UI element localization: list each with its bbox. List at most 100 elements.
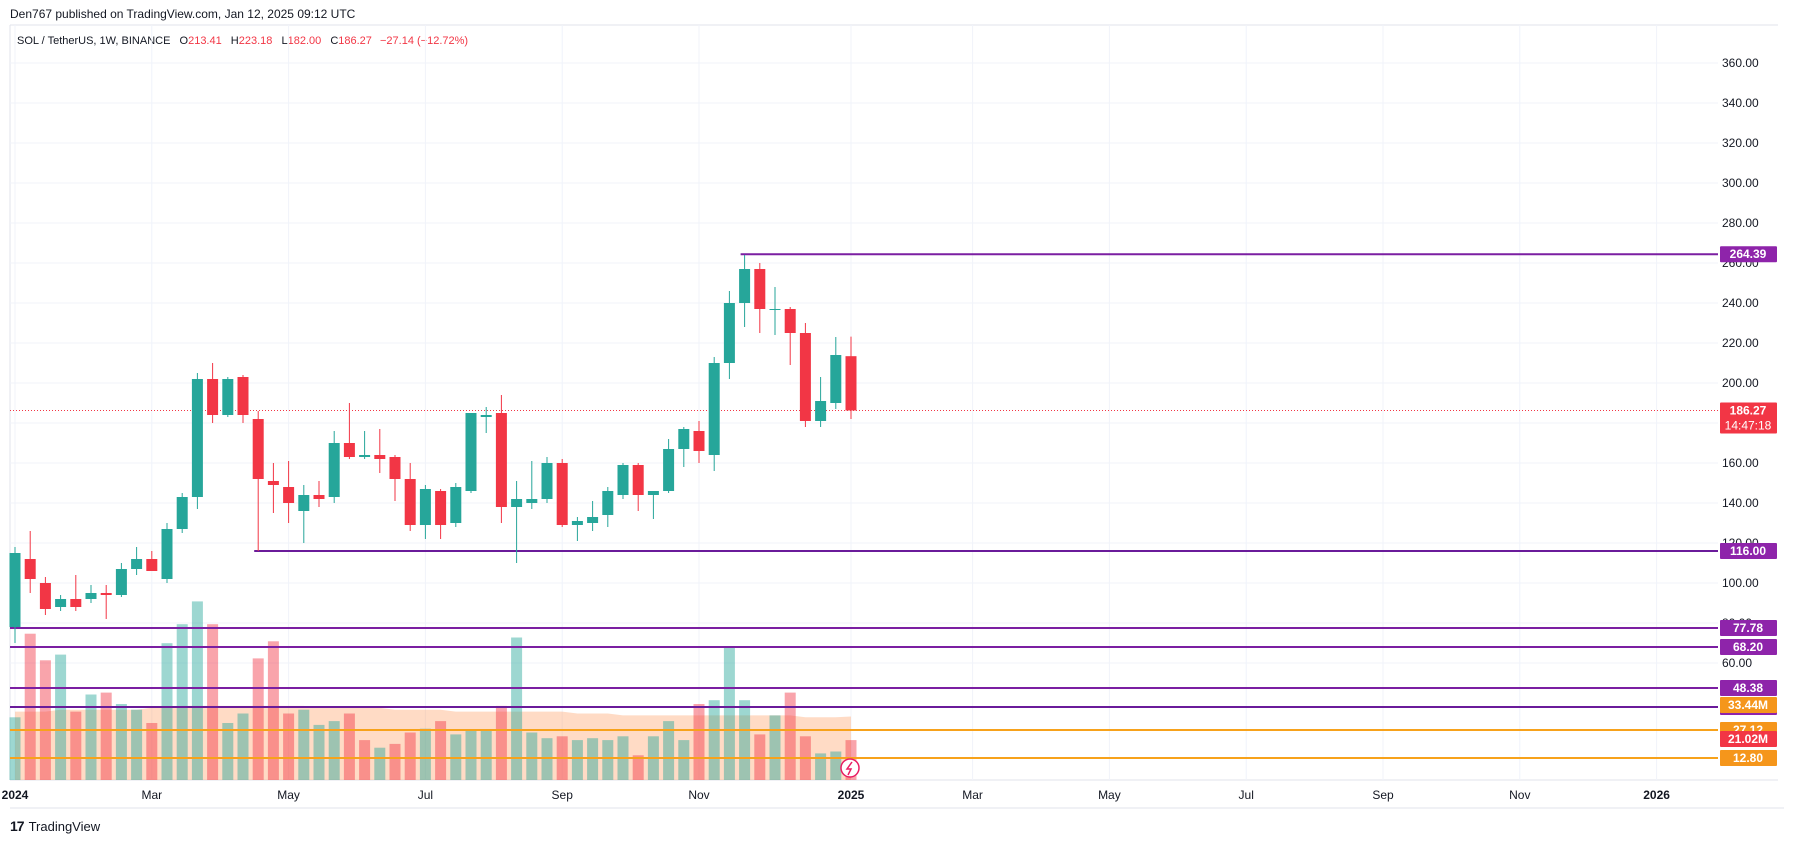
volume-bar <box>222 723 234 780</box>
candle-body[interactable] <box>617 465 629 495</box>
candle-body[interactable] <box>328 443 340 497</box>
candle-body[interactable] <box>404 479 416 525</box>
candle-body[interactable] <box>207 379 219 415</box>
volume-bar <box>495 705 507 780</box>
candle-body[interactable] <box>298 495 310 511</box>
x-tick-label: May <box>1098 788 1121 802</box>
candle-body[interactable] <box>556 463 568 525</box>
candle-body[interactable] <box>313 495 325 499</box>
candle-body[interactable] <box>754 269 766 309</box>
x-tick-label: 2026 <box>1643 788 1670 802</box>
volume-bar <box>55 654 67 780</box>
candle-body[interactable] <box>176 497 188 529</box>
candle-body[interactable] <box>161 529 173 579</box>
volume-current-label-bg <box>1720 731 1777 747</box>
level-label-bg <box>1720 750 1777 766</box>
candle-body[interactable] <box>9 553 21 627</box>
candle-body[interactable] <box>678 429 690 449</box>
candle-body[interactable] <box>252 419 264 479</box>
volume-bar <box>359 740 371 780</box>
candle-body[interactable] <box>632 465 644 495</box>
y-tick-label: 320.00 <box>1722 136 1759 150</box>
y-tick-label: 160.00 <box>1722 456 1759 470</box>
volume-bar <box>70 711 82 780</box>
candle-body[interactable] <box>24 559 36 579</box>
y-tick-label: 200.00 <box>1722 376 1759 390</box>
candle-body[interactable] <box>541 463 553 499</box>
candle-body[interactable] <box>131 559 143 569</box>
event-marker-icon[interactable] <box>840 758 860 778</box>
x-tick-label: Jul <box>418 788 433 802</box>
volume-bar <box>465 730 477 780</box>
candle-body[interactable] <box>693 431 705 451</box>
volume-bar <box>419 728 431 780</box>
symbol-name[interactable]: SOL / TetherUS, 1W, BINANCE <box>17 35 171 47</box>
y-tick-label: 340.00 <box>1722 96 1759 110</box>
candle-body[interactable] <box>647 491 659 495</box>
candle-body[interactable] <box>465 413 477 491</box>
level-label-bg <box>1720 639 1777 655</box>
y-tick-label: 60.00 <box>1722 656 1752 670</box>
volume-bar <box>207 624 219 780</box>
candle-body[interactable] <box>799 333 811 421</box>
candle-body[interactable] <box>85 593 97 599</box>
level-label-bg <box>1720 680 1777 696</box>
x-tick-label: 2024 <box>2 788 29 802</box>
candle-body[interactable] <box>526 499 538 503</box>
candle-body[interactable] <box>480 415 492 417</box>
candle-body[interactable] <box>39 583 51 609</box>
y-tick-label: 240.00 <box>1722 296 1759 310</box>
candle-body[interactable] <box>769 309 781 310</box>
candle-body[interactable] <box>359 455 371 457</box>
candle-body[interactable] <box>784 309 796 333</box>
candle-body[interactable] <box>450 487 462 523</box>
candle-body[interactable] <box>419 489 431 525</box>
low-label: L <box>281 35 288 47</box>
candle-body[interactable] <box>343 443 355 457</box>
volume-bar <box>632 755 644 780</box>
candle-body[interactable] <box>495 413 507 507</box>
candle-body[interactable] <box>237 377 249 415</box>
level-label: 264.39 <box>1730 247 1767 261</box>
candle-body[interactable] <box>283 487 295 503</box>
candle-body[interactable] <box>739 269 751 303</box>
tradingview-footer[interactable]: 17 TradingView <box>10 818 100 834</box>
x-tick-label: Nov <box>688 788 709 802</box>
candle-body[interactable] <box>511 499 523 507</box>
volume-bar <box>663 721 675 780</box>
tradingview-brand: TradingView <box>28 818 101 834</box>
candle-body[interactable] <box>845 356 857 411</box>
candle-body[interactable] <box>70 599 82 607</box>
candle-body[interactable] <box>602 491 614 515</box>
volume-bar <box>191 601 203 780</box>
level-label-bg <box>1720 620 1777 636</box>
volume-bar <box>571 740 583 780</box>
level-label-bg <box>1720 246 1777 263</box>
candle-body[interactable] <box>815 401 827 421</box>
candle-body[interactable] <box>115 569 127 595</box>
volume-bar <box>389 743 401 780</box>
candle-body[interactable] <box>374 455 386 459</box>
volume-bar <box>176 624 188 780</box>
volume-bar <box>85 694 97 780</box>
candle-body[interactable] <box>55 599 67 607</box>
candle-body[interactable] <box>663 449 675 491</box>
candle-body[interactable] <box>267 481 279 485</box>
candle-body[interactable] <box>222 379 234 415</box>
candle-body[interactable] <box>100 593 112 595</box>
y-tick-label: 360.00 <box>1722 56 1759 70</box>
volume-bar <box>587 738 599 780</box>
candle-body[interactable] <box>191 379 203 497</box>
volume-bar <box>784 692 796 780</box>
volume-bar <box>541 738 553 780</box>
candle-body[interactable] <box>435 491 447 525</box>
candle-body[interactable] <box>146 559 158 571</box>
candle-body[interactable] <box>708 363 720 455</box>
volume-current-label: 21.02M <box>1728 732 1768 746</box>
candle-body[interactable] <box>830 355 842 403</box>
candle-body[interactable] <box>723 303 735 363</box>
candle-body[interactable] <box>587 517 599 523</box>
candle-body[interactable] <box>389 457 401 479</box>
candle-body[interactable] <box>571 521 583 525</box>
